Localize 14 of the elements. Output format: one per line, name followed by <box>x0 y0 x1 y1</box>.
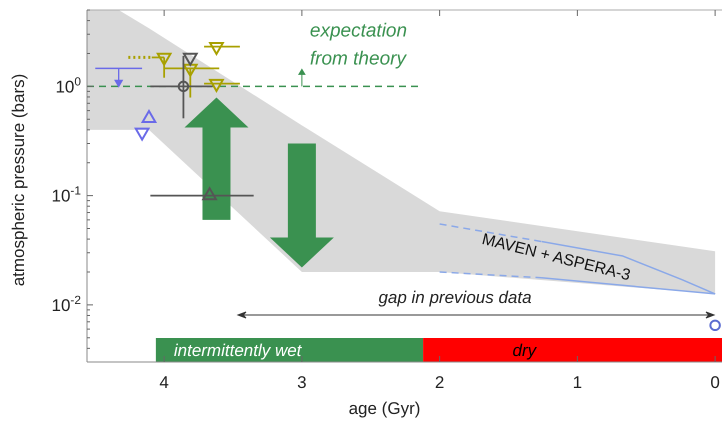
band-label: dry <box>512 341 538 360</box>
band-label: intermittently wet <box>174 341 303 360</box>
x-axis-title: age (Gyr) <box>348 399 420 418</box>
x-tick-label: 1 <box>572 373 582 392</box>
annotation: gap in previous data <box>378 288 532 307</box>
x-tick-label: 2 <box>434 373 444 392</box>
y-tick-label: 10$^{-2}$ <box>52 292 82 315</box>
x-tick-label: 0 <box>710 373 720 392</box>
y-tick-label: 10$^{-1}$ <box>52 184 82 206</box>
annotation: expectation from theory <box>310 20 408 70</box>
y-axis-title: atmospheric pressure (bars) <box>9 74 28 286</box>
x-tick-label: 3 <box>297 373 307 392</box>
x-tick-label: 4 <box>159 373 169 392</box>
y-tick-label: 10$^{0}$ <box>55 74 82 96</box>
